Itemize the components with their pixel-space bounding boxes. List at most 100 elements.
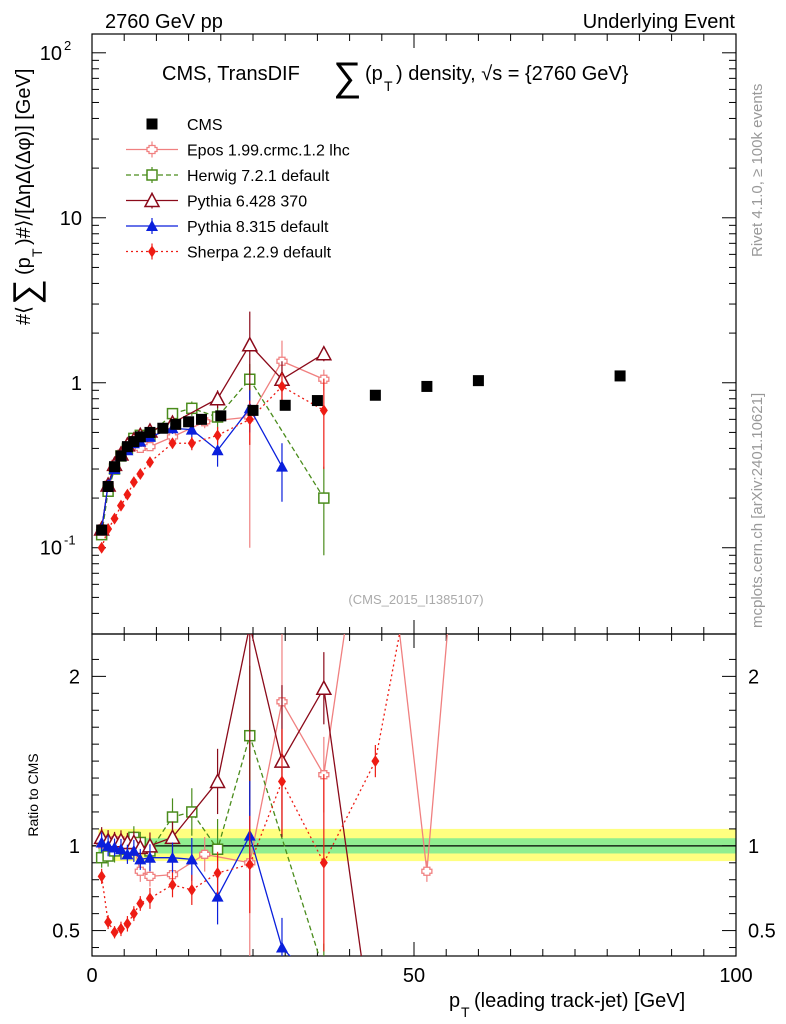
series-4-marker	[123, 488, 132, 501]
header-right: Underlying Event	[583, 11, 736, 33]
data-point	[279, 399, 291, 411]
main-ylabel-t: T	[29, 248, 45, 257]
side-label-top: Rivet 4.1.0, ≥ 100k events	[749, 84, 766, 257]
ratio-series-3-marker	[95, 836, 108, 848]
data-point	[115, 450, 127, 462]
series-4-marker	[145, 456, 154, 469]
ratio-ytick-label-right: 2	[748, 666, 759, 688]
plot-title: CMS, TransDIF ∑ (p T ) density, √s = {27…	[162, 55, 629, 99]
title-p: (p	[365, 63, 383, 85]
xlabel-text: (leading track-jet) [GeV]	[474, 990, 685, 1012]
ratio-series-4-marker	[136, 897, 145, 910]
title-post: ) density, √s = {2760 GeV}	[396, 63, 629, 85]
main-series-group	[93, 311, 626, 556]
data-point	[311, 395, 323, 407]
data-point	[128, 436, 140, 448]
series-2-marker	[241, 336, 259, 352]
ratio-series-3-marker	[166, 851, 179, 863]
legend-marker-4	[146, 220, 158, 231]
data-point	[134, 431, 146, 443]
header-left: 2760 GeV pp	[105, 11, 223, 33]
series-0-marker	[276, 356, 288, 366]
data-point	[247, 404, 259, 416]
ratio-series-4-marker	[129, 907, 138, 920]
title-pre: CMS, TransDIF	[162, 63, 300, 85]
ratio-ytick-label-right: 0.5	[748, 921, 776, 943]
legend-label-4: Pythia 8.315 default	[187, 219, 329, 236]
ratio-series-0-marker	[421, 866, 433, 876]
series-4-marker	[245, 413, 254, 426]
ratio-series-4-line	[101, 634, 401, 934]
series-4-marker	[136, 467, 145, 480]
ytick-label-10: 10	[60, 208, 82, 230]
legend: CMS Epos 1.99.crmc.1.2 lhc Herwig 7.2.1 de…	[126, 117, 350, 262]
ratio-series-4-marker	[245, 858, 254, 871]
legend-marker-1	[146, 144, 158, 155]
ratio-panel: 0 50 100 0.5 0.5 1 1 2 2	[52, 633, 776, 987]
ratio-ylabel: Ratio to CMS	[25, 753, 41, 836]
ratio-series-4-marker	[116, 922, 125, 935]
title-sum-symbol: ∑	[333, 55, 362, 99]
series-3-marker	[211, 444, 224, 456]
ytick-label-0p1-exp: -1	[64, 533, 76, 548]
data-point	[195, 413, 207, 425]
legend-label-3: Pythia 6.428 370	[187, 194, 307, 211]
series-1-marker	[318, 492, 330, 504]
legend-marker-3	[143, 191, 161, 208]
data-point	[183, 416, 195, 428]
series-4-marker	[116, 499, 125, 512]
series-4-marker	[110, 512, 119, 525]
series-3-marker	[275, 460, 288, 472]
ratio-series-4-marker	[319, 856, 328, 869]
series-3-marker	[185, 423, 198, 435]
ratio-series-3-marker	[275, 941, 288, 953]
ratio-series-4-marker	[145, 892, 154, 905]
legend-label-1: Epos 1.99.crmc.1.2 lhc	[187, 143, 350, 160]
data-point	[157, 422, 169, 434]
legend-label-0: CMS	[187, 117, 223, 134]
ratio-series-3-marker	[143, 851, 156, 863]
series-4-line	[101, 385, 325, 548]
legend-label-2: Herwig 7.2.1 default	[187, 168, 330, 185]
watermark: (CMS_2015_I1385107)	[348, 592, 483, 607]
main-ylabel-p: (p	[13, 257, 35, 275]
main-ylabel-text: #⟨	[13, 306, 35, 325]
data-point	[102, 481, 114, 493]
main-ylabel: #⟨ ∑ (p T )#⟩/[ΔηΔ(Δφ)] [GeV]	[5, 69, 46, 325]
xlabel-p: p	[449, 990, 460, 1012]
data-point	[144, 426, 156, 438]
ytick-label-100: 10	[40, 43, 62, 65]
data-point	[472, 375, 484, 387]
series-4-marker	[213, 429, 222, 442]
ratio-series-0-marker	[199, 849, 211, 859]
legend-marker-5	[148, 245, 156, 258]
ratio-series-4-marker	[97, 870, 106, 883]
data-point	[96, 524, 108, 536]
ytick-label-100-exp: 2	[64, 38, 71, 53]
series-2-marker	[209, 390, 226, 406]
xlabel: p T (leading track-jet) [GeV]	[449, 990, 685, 1020]
data-point	[369, 389, 381, 401]
ratio-series-3-marker	[185, 853, 198, 865]
series-4-marker	[168, 437, 177, 450]
series-1-marker	[186, 402, 198, 415]
main-ylabel-rest: )#⟩/[ΔηΔ(Δφ)] [GeV]	[13, 69, 35, 245]
data-point	[121, 441, 133, 453]
ratio-series-3-marker	[114, 843, 127, 855]
ratio-series-4-marker	[168, 878, 177, 891]
legend-marker-0	[146, 118, 158, 130]
ratio-series-2-marker	[315, 679, 333, 695]
xtick-label: 0	[86, 965, 97, 987]
ratio-series-4-marker	[110, 926, 119, 939]
series-4-marker	[97, 541, 106, 554]
ratio-series-1-marker	[186, 806, 198, 818]
ratio-series-group	[93, 634, 448, 956]
ratio-series-4-marker	[104, 916, 113, 929]
data-point	[421, 380, 433, 392]
ratio-series-4-marker	[187, 883, 196, 896]
ratio-series-1-marker	[166, 811, 179, 823]
data-point	[215, 410, 227, 422]
ratio-series-4-marker	[371, 755, 380, 768]
legend-marker-2	[146, 169, 158, 181]
